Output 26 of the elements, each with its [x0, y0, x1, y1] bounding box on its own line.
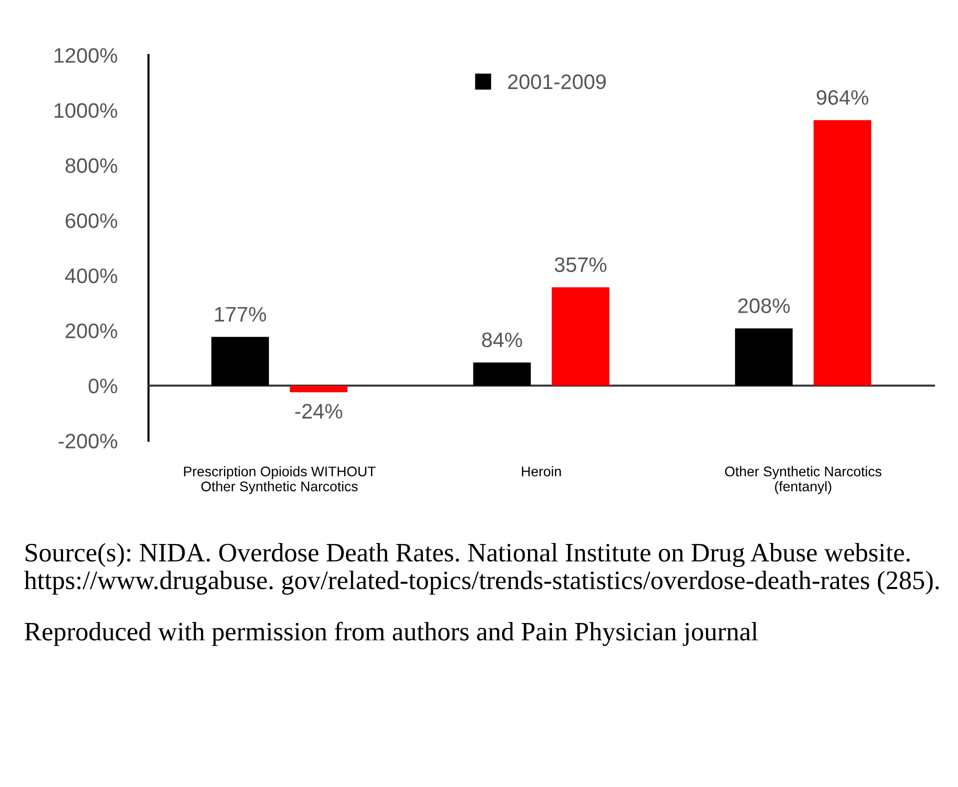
y-tick-label: 0% [88, 378, 118, 394]
data-label: 208% [738, 298, 790, 314]
y-tick-label: 600% [66, 213, 118, 228]
bar [473, 362, 531, 386]
bar [211, 336, 269, 386]
y-tick-label: 1000% [54, 103, 118, 118]
data-label: -24% [295, 404, 342, 419]
y-tick-label: 800% [66, 158, 118, 174]
data-label: 177% [215, 306, 266, 322]
data-label: 964% [816, 90, 868, 105]
bar [814, 120, 872, 386]
legend-label: 2001-2009 [508, 74, 606, 90]
x-tick-label: Heroin [522, 466, 561, 476]
data-label: 357% [554, 257, 606, 272]
bar [735, 328, 793, 386]
data-label: 84% [482, 332, 522, 348]
x-tick-label: Prescription Opioids WITHOUT Other Synthetic Narcotics [184, 466, 376, 494]
bar [290, 386, 348, 392]
y-tick-label: -200% [58, 434, 118, 448]
source-note: Source(s): NIDA. Overdose Death Rates. National Institute on Drug Abuse website. https://www.drugabuse. gov/related-topics/trends-statistics/overdose-death-rates (285). [24, 543, 939, 595]
x-tick-label: Other Synthetic Narcotics (fentanyl) [725, 466, 882, 494]
text: Reproduced with permission from authors and Pain Physician journal [24, 622, 758, 646]
bar [552, 287, 610, 386]
y-tick-label: 400% [65, 268, 118, 284]
y-tick-label: 200% [66, 324, 118, 338]
y-tick-label: 1200% [54, 48, 118, 63]
